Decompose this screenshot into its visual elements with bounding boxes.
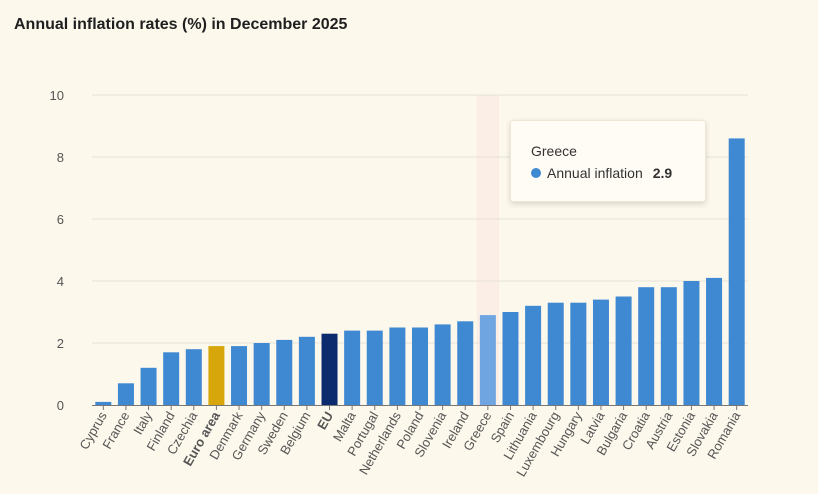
bar-netherlands bbox=[389, 327, 406, 405]
bar-poland bbox=[412, 327, 428, 405]
bar-luxembourg bbox=[547, 302, 564, 405]
bar-croatia bbox=[638, 287, 655, 405]
series-dot-icon bbox=[531, 168, 541, 178]
tooltip-value: 2.9 bbox=[652, 165, 673, 181]
tooltip-series-label: Annual inflation bbox=[547, 165, 643, 181]
bar-lithuania bbox=[525, 305, 542, 405]
bar-estonia bbox=[683, 281, 700, 405]
y-tick-label: 4 bbox=[57, 274, 64, 289]
bar-austria bbox=[660, 287, 677, 405]
y-tick-label: 8 bbox=[57, 150, 64, 165]
bar-italy bbox=[140, 367, 157, 405]
bar-germany bbox=[253, 343, 270, 405]
bar-finland bbox=[163, 352, 180, 405]
y-tick-label: 6 bbox=[57, 212, 64, 227]
bar-malta bbox=[344, 330, 361, 405]
bar-slovakia bbox=[706, 277, 723, 405]
bar-cyprus bbox=[95, 401, 112, 405]
bar-spain bbox=[502, 312, 519, 405]
bar-slovenia bbox=[434, 324, 451, 405]
bar-hungary bbox=[570, 302, 587, 405]
bar-latvia bbox=[592, 299, 609, 405]
chart-title: Annual inflation rates (%) in December 2… bbox=[14, 16, 348, 33]
y-tick-label: 0 bbox=[57, 398, 64, 413]
chart-tooltip: Greece Annual inflation 2.9 bbox=[510, 120, 706, 202]
y-tick-label: 10 bbox=[50, 88, 64, 103]
bar-france bbox=[117, 383, 134, 405]
bar-eu bbox=[321, 333, 338, 405]
bar-belgium bbox=[298, 336, 315, 405]
tooltip-country: Greece bbox=[531, 143, 577, 159]
bar-bulgaria bbox=[615, 296, 632, 405]
bar-portugal bbox=[366, 330, 383, 405]
bar-denmark bbox=[231, 346, 248, 405]
bar-euro-area bbox=[208, 346, 225, 405]
x-tick-label: EU bbox=[314, 409, 336, 432]
bar-czechia bbox=[185, 349, 202, 405]
bar-ireland bbox=[457, 321, 474, 405]
y-tick-label: 2 bbox=[57, 336, 64, 351]
bar-romania bbox=[728, 138, 745, 405]
tooltip-row: Annual inflation 2.9 bbox=[531, 165, 705, 181]
bar-sweden bbox=[276, 339, 293, 405]
bar-greece bbox=[479, 315, 496, 405]
